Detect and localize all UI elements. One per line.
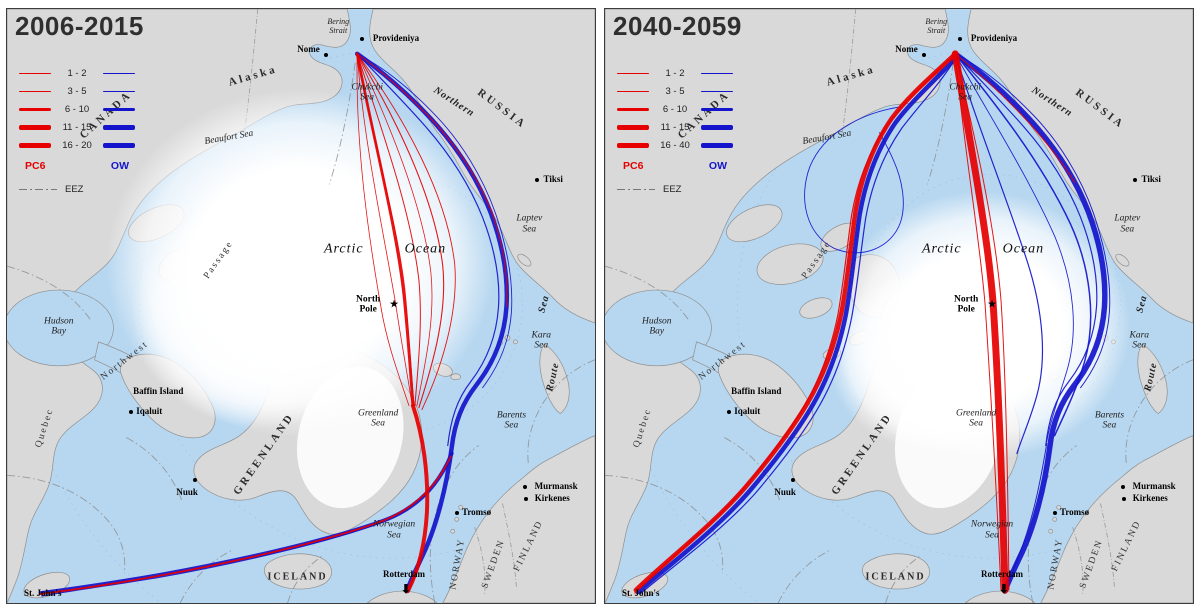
legend-eez: EEZ [617,184,749,195]
legend-class-label: 6 - 10 [662,104,688,115]
legend-class-row: 3 - 5 [19,86,151,97]
legend-class-label: 16 - 40 [660,140,690,151]
legend-line-pc6 [617,90,649,93]
legend-line-pc6 [617,125,649,130]
legend-line-ow [103,142,135,149]
sea-ice-layer [106,88,495,509]
shipping-route-ow [635,53,960,595]
legend-line-pc6 [19,142,51,149]
routes-layer [633,50,1111,595]
shipping-route-pc6 [405,403,430,594]
legend-line-ow [103,125,135,130]
legend-series-labels: PC6 OW [617,158,733,172]
panel-title: 2006-2015 [15,11,144,41]
shipping-route-pc6 [951,50,1009,594]
legend-pc6-label: PC6 [623,160,644,172]
legend-eez: EEZ [19,184,151,195]
map-panel-2006-2015: Bering Strait Provideniya Nome Alaska CANADA… [6,8,596,604]
shipping-route-pc6 [356,53,433,407]
shipping-route-pc6 [356,53,508,307]
legend-class-row: 3 - 5 [617,86,749,97]
legend-line-ow [701,142,733,149]
legend-class-row: 16 - 40 [617,140,749,151]
eez-line-sample [19,188,57,191]
legend-eez-label: EEZ [663,184,682,195]
shipping-route-ow [356,53,500,447]
legend-class-label: 1 - 2 [67,68,87,79]
shipping-route-ow [954,53,1074,442]
shipping-route-pc6 [356,53,413,405]
legend-class-label: 11 - 15 [62,122,92,133]
legend-line-pc6 [617,73,649,74]
routes-layer [38,51,513,597]
shipping-route-ow [954,53,1098,447]
shipping-route-ow [954,53,1044,455]
shipping-route-ow [954,53,1111,389]
map-canvas [605,9,1193,603]
legend-line-pc6 [19,90,51,93]
legend-class-row: 1 - 2 [617,68,749,79]
shipping-route-pc6 [356,53,456,411]
legend-line-ow [701,73,733,74]
legend-line-pc6 [617,142,649,149]
legend-line-ow [701,108,733,111]
legend-line-pc6 [617,108,649,111]
legend-line-ow [701,125,733,130]
legend-class-label: 6 - 10 [64,104,90,115]
legend-ow-label: OW [708,160,727,172]
legend-class-label: 1 - 2 [665,68,685,79]
eez-line-sample [617,188,655,191]
legend-class-row: 11 - 15 [19,122,151,133]
shipping-route-pc6 [39,455,452,595]
legend-line-pc6 [19,73,51,74]
legend-class-row: 6 - 10 [19,104,151,115]
panel-title: 2040-2059 [613,11,742,41]
legend: 1 - 2 3 - 5 6 - 10 11 - 15 16 - 20 PC6 OW EE… [19,61,151,195]
legend-eez-label: EEZ [65,184,84,195]
legend-line-ow [103,73,135,74]
shipping-route-pc6 [634,53,956,594]
legend-class-row: 1 - 2 [19,68,151,79]
legend-ow-label: OW [110,160,129,172]
shipping-route-ow [1005,443,1048,593]
legend-line-pc6 [19,108,51,111]
map-panel-2040-2059: Bering Strait Provideniya Nome Alaska CANADA… [604,8,1194,604]
legend-class-row: 11 - 15 [617,122,749,133]
legend-line-pc6 [19,125,51,130]
shipping-route-ow [356,53,513,389]
shipping-route-pc6 [356,53,421,407]
legend-classes: 1 - 2 3 - 5 6 - 10 11 - 15 16 - 40 [617,68,749,151]
legend-line-ow [103,90,135,93]
shipping-route-pc6 [355,52,415,408]
legend-class-label: 11 - 15 [660,122,690,133]
map-canvas [7,9,595,603]
legend-series-labels: PC6 OW [19,158,135,172]
legend-line-ow [103,108,135,111]
legend-class-label: 3 - 5 [665,86,685,97]
legend-pc6-label: PC6 [25,160,46,172]
legend-class-label: 3 - 5 [67,86,87,97]
legend: 1 - 2 3 - 5 6 - 10 11 - 15 16 - 40 PC6 OW EE… [617,61,749,195]
shipping-route-pc6 [356,53,410,407]
shipping-route-ow [954,53,1092,437]
legend-classes: 1 - 2 3 - 5 6 - 10 11 - 15 16 - 20 [19,68,151,151]
legend-class-row: 6 - 10 [617,104,749,115]
shipping-route-ow [639,55,958,595]
shipping-route-pc6 [954,53,1076,183]
shipping-route-ow [952,51,1108,594]
shipping-route-pc6 [356,53,445,409]
shipping-route-pc6 [954,53,1002,591]
shipping-route-pc6 [954,53,1010,591]
legend-line-ow [701,90,733,93]
legend-class-label: 16 - 20 [62,140,92,151]
legend-class-row: 16 - 20 [19,140,151,151]
